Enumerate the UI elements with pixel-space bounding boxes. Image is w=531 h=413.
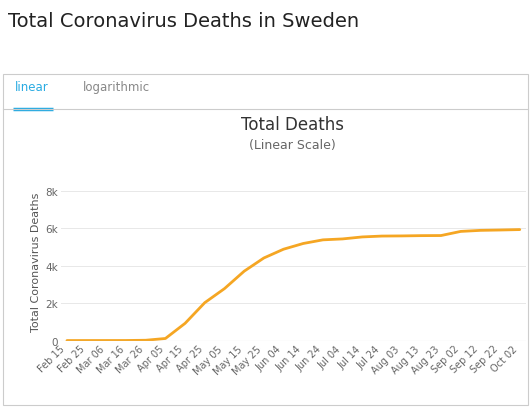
Text: logarithmic: logarithmic bbox=[83, 81, 150, 94]
Text: Total Coronavirus Deaths in Sweden: Total Coronavirus Deaths in Sweden bbox=[8, 12, 359, 31]
Text: (Linear Scale): (Linear Scale) bbox=[249, 138, 336, 151]
Y-axis label: Total Coronavirus Deaths: Total Coronavirus Deaths bbox=[31, 192, 41, 331]
Text: linear: linear bbox=[15, 81, 49, 94]
Text: Total Deaths: Total Deaths bbox=[241, 116, 344, 133]
